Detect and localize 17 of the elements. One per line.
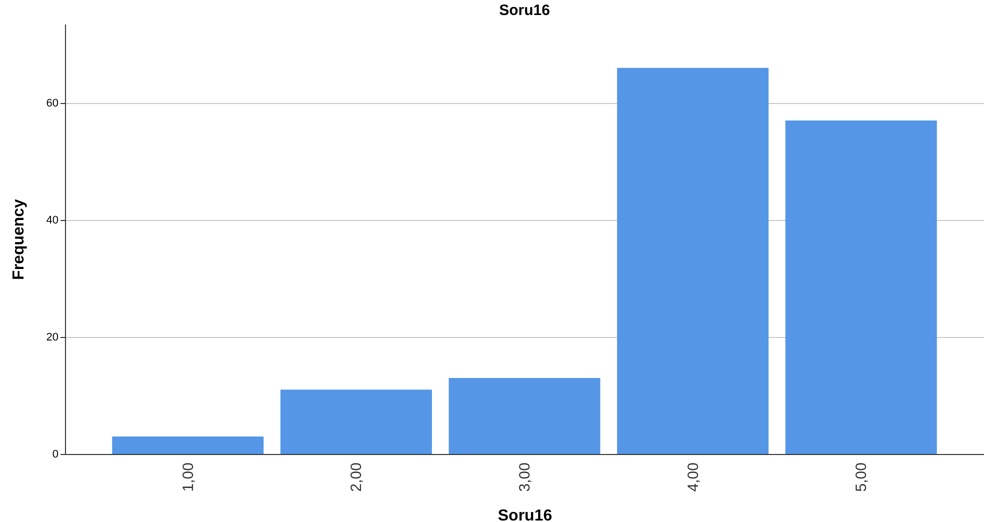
x-tick-label: 4,00 — [684, 462, 702, 492]
x-tick-label: 2,00 — [348, 462, 366, 492]
y-tick-label: 0 — [52, 448, 58, 460]
bar — [785, 120, 937, 454]
chart-title: Soru16 — [499, 2, 550, 19]
x-tick-label: 5,00 — [853, 462, 870, 492]
y-tick-label: 40 — [46, 214, 58, 226]
y-tick-label: 60 — [46, 97, 58, 110]
bar — [280, 390, 432, 454]
x-tick-label: 1,00 — [180, 462, 197, 492]
x-tick-label: 3,00 — [516, 462, 534, 492]
x-axis-title: Soru16 — [498, 508, 552, 522]
bar — [112, 436, 264, 454]
bar — [448, 378, 600, 454]
bar — [617, 68, 769, 454]
y-axis-title: Frequency — [10, 198, 28, 280]
y-tick-label: 20 — [46, 331, 58, 344]
